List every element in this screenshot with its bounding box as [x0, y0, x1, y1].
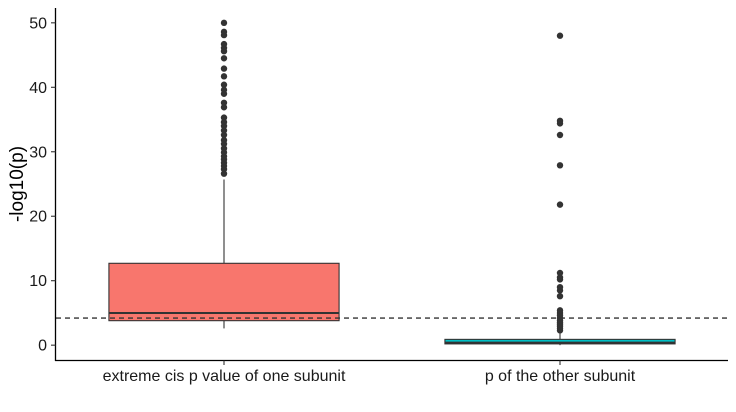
- outlier-point: [220, 170, 228, 177]
- outlier-point: [556, 32, 564, 39]
- box-group-2: [444, 32, 676, 346]
- outlier-point: [556, 274, 564, 281]
- outlier-point: [220, 40, 228, 48]
- outlier-point: [220, 114, 228, 121]
- outlier-point: [556, 117, 564, 125]
- box-iqr: [108, 262, 340, 322]
- box-group-1: [108, 19, 340, 329]
- outlier-point: [220, 104, 228, 111]
- x-tick-label: p of the other subunit: [485, 368, 636, 385]
- outlier-point: [220, 118, 228, 126]
- outlier-point: [556, 201, 564, 208]
- outlier-point: [220, 65, 228, 72]
- y-tick-label: 30: [29, 144, 47, 161]
- outlier-point: [220, 81, 228, 88]
- outlier-point: [556, 292, 564, 300]
- outlier-point: [556, 283, 564, 291]
- x-tick-label: extreme cis p value of one subunit: [103, 368, 346, 385]
- outlier-point: [220, 145, 228, 152]
- y-tick-label: 50: [29, 15, 47, 32]
- y-tick-label: 10: [29, 273, 47, 290]
- outlier-point: [220, 28, 228, 36]
- outlier-point: [220, 73, 228, 80]
- outlier-point: [220, 55, 228, 62]
- outlier-point: [220, 131, 228, 139]
- outlier-point: [220, 99, 228, 106]
- outlier-point: [220, 86, 228, 94]
- y-tick-label: 20: [29, 209, 47, 226]
- plot-area: [56, 19, 728, 346]
- outlier-point: [556, 307, 564, 314]
- outlier-point: [220, 19, 228, 27]
- outlier-point: [220, 127, 228, 134]
- y-tick-label: 40: [29, 80, 47, 97]
- y-tick-label: 0: [38, 338, 47, 355]
- axes: 0 10 20 30 40 50 extreme cis p value of one su…: [29, 8, 728, 385]
- outlier-point: [556, 162, 564, 169]
- y-axis-title: -log10(p): [7, 146, 28, 222]
- outlier-point: [556, 269, 564, 277]
- outlier-point: [220, 136, 228, 144]
- outlier-point: [556, 131, 564, 139]
